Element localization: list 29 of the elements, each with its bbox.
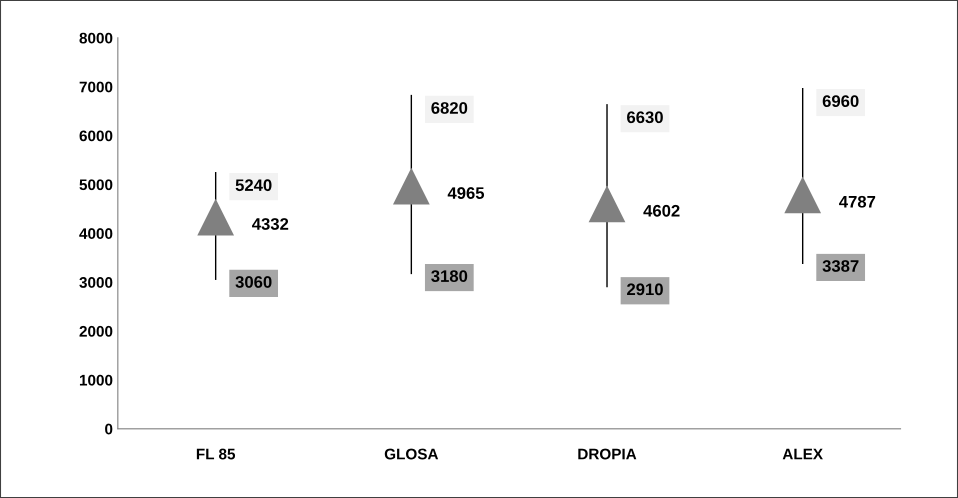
- point: [392, 168, 430, 205]
- annotation: 2910: [627, 283, 663, 296]
- annotation: 6960: [822, 95, 859, 108]
- y-tick-label: 4000: [79, 228, 112, 239]
- point: [197, 198, 234, 236]
- point: [588, 186, 626, 222]
- x-tick-label: DROPIA: [578, 448, 636, 460]
- data-label: 4602: [643, 204, 680, 217]
- y-tick-label: 8000: [79, 32, 112, 44]
- point: [784, 176, 822, 214]
- x-tick-label: GLOSA: [384, 448, 438, 460]
- data-label: 4965: [448, 187, 484, 199]
- x-tick-label: ALEX: [782, 448, 823, 460]
- y-tick-label: 1000: [80, 374, 112, 386]
- annotation: 3180: [431, 270, 468, 282]
- y-tick-label: 5000: [79, 179, 112, 190]
- annotation: 6820: [431, 102, 468, 114]
- annotation: 3060: [235, 276, 272, 288]
- annotation: 6630: [627, 111, 663, 124]
- y-tick-label: 0: [105, 424, 112, 434]
- annotation: 3387: [822, 260, 858, 272]
- data-label: 4787: [839, 196, 876, 208]
- y-tick-label: 3000: [79, 277, 112, 288]
- y-tick-label: 2000: [80, 326, 112, 337]
- annotation: 5240: [236, 179, 272, 192]
- y-tick-label: 6000: [80, 130, 112, 142]
- data-label: 4332: [252, 218, 288, 230]
- x-tick-label: FL 85: [196, 448, 236, 460]
- y-tick-label: 7000: [80, 82, 112, 92]
